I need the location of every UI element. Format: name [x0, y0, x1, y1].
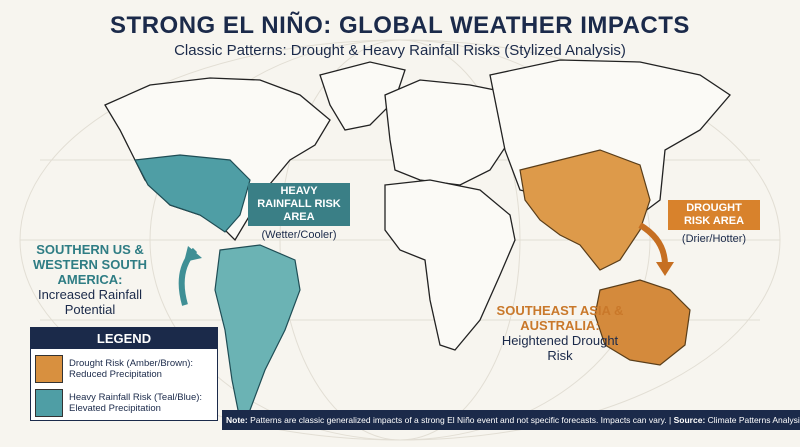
note-label: Note: [226, 415, 248, 425]
region-impact: Heightened Drought Risk [501, 333, 619, 363]
subtitle: Classic Patterns: Drought & Heavy Rainfa… [174, 42, 626, 59]
separator: | [669, 415, 672, 425]
legend-detail: Reduced Precipitation [69, 369, 162, 380]
note: Patterns are classic generalized impacts… [250, 415, 667, 425]
region-name: SOUTHERN US & WESTERN SOUTH AMERICA: [32, 242, 148, 287]
legend: LEGEND Drought Risk (Amber/Brown): Reduce… [30, 327, 218, 421]
callout-title: HEAVY RAINFALL RISK AREA [248, 183, 350, 226]
region-impact: Increased Rainfall Potential [37, 287, 143, 317]
title: STRONG EL NIÑO: GLOBAL WEATHER IMPACTS [110, 12, 690, 39]
drought-arrow [638, 222, 668, 266]
region-name: SOUTHEAST ASIA & AUSTRALIA: [496, 303, 624, 333]
southeast-asia [519, 149, 651, 271]
legend-item: Drought Risk (Amber/Brown): Reduced Preci… [35, 355, 213, 383]
africa [384, 179, 516, 351]
drought-areas [519, 149, 691, 366]
source-label: Source: [673, 415, 706, 425]
source: Climate Patterns Analysis (Editorial Dat… [707, 415, 800, 425]
legend-title: LEGEND [31, 328, 217, 349]
legend-swatch [35, 389, 63, 417]
legend-item: Heavy Rainfall Risk (Teal/Blue): Elevated… [35, 389, 213, 417]
legend-detail: Elevated Precipitation [69, 403, 161, 414]
footer: Note: Patterns are classic generalized i… [222, 410, 800, 430]
rainfall-region: SOUTHERN US & WESTERN SOUTH AMERICA: Inc… [20, 242, 160, 317]
southern-us [134, 154, 251, 233]
callout-detail: (Wetter/Cooler) [261, 229, 337, 241]
callout-detail: (Drier/Hotter) [681, 233, 747, 245]
drought-callout: DROUGHT RISK AREA (Drier/Hotter) [668, 200, 760, 245]
australia [594, 279, 691, 366]
drought-arrow-head [656, 262, 674, 276]
legend-swatch [35, 355, 63, 383]
south-america [214, 244, 301, 422]
rainfall-arrow-head [184, 246, 202, 262]
rainfall-callout: HEAVY RAINFALL RISK AREA (Wetter/Cooler) [248, 183, 350, 241]
europe [384, 79, 521, 186]
callout-title: DROUGHT RISK AREA [668, 200, 760, 230]
greenland [319, 61, 406, 131]
legend-label: Drought Risk (Amber/Brown): [69, 358, 194, 369]
rainfall-areas [134, 154, 301, 422]
drought-region: SOUTHEAST ASIA & AUSTRALIA: Heightened D… [495, 303, 625, 363]
legend-label: Heavy Rainfall Risk (Teal/Blue): [69, 392, 203, 403]
